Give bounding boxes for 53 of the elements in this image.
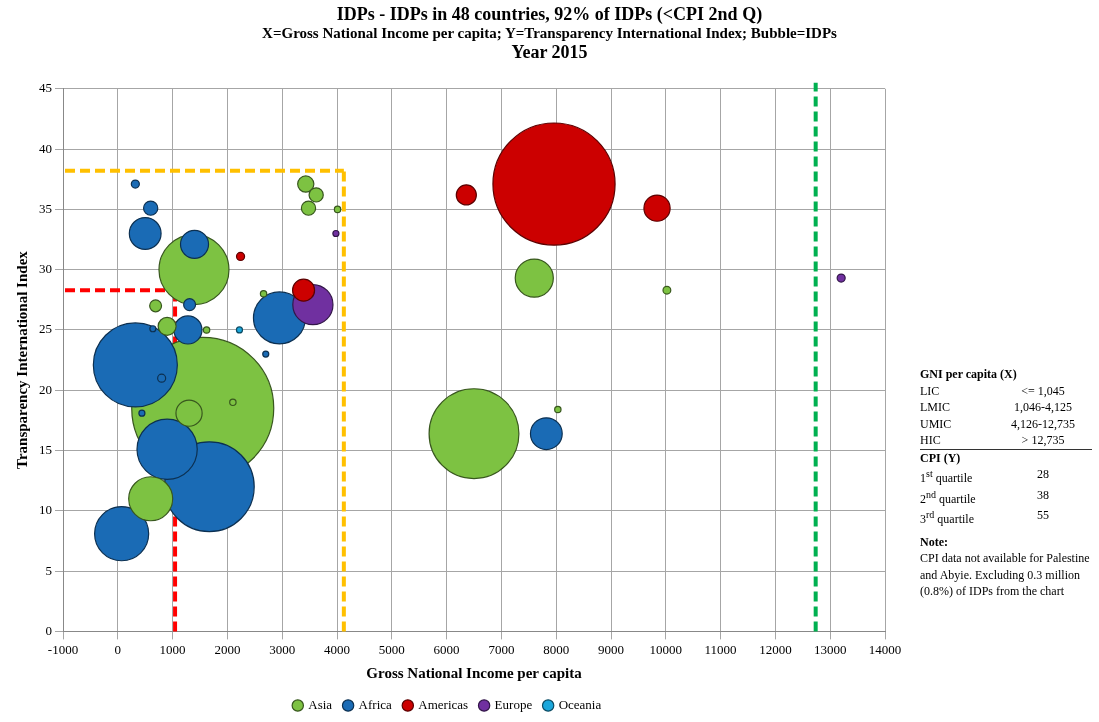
y-axis-title: Transparency International Index <box>13 250 30 470</box>
text: > 12,735 <box>1020 432 1066 449</box>
legend-label: Africa <box>358 696 393 712</box>
x-tick-label: 8000 <box>543 641 570 657</box>
x-tick-label: 1000 <box>159 641 186 657</box>
x-tick-label: 2000 <box>214 641 241 657</box>
x-tick-label: 0 <box>114 641 122 657</box>
text: 2$^{nd}$ quartile <box>920 487 977 507</box>
text: 4,126-12,735 <box>1010 415 1076 432</box>
text: CPI data not available for Palestine and Abyie. Excluding 0.3 million (0.8%) of IDPs from the chart <box>920 550 1091 600</box>
x-tick-label: 11000 <box>704 641 737 657</box>
x-tick-label: 10000 <box>649 641 683 657</box>
x-tick-label: 7000 <box>488 641 515 657</box>
text: 38 <box>1036 486 1050 504</box>
x-tick-label: -1000 <box>47 641 79 657</box>
x-tick-label: 4000 <box>324 641 350 657</box>
y-tick-label: 10 <box>39 502 52 518</box>
y-tick-label: 5 <box>45 562 52 578</box>
chart-subtitle: X=Gross National Income per capita; Y=Transparency International Index; Bubble=IDPs Year 2015 <box>261 24 838 62</box>
x-tick-label: 6000 <box>433 641 460 657</box>
text: 28 <box>1036 466 1050 483</box>
y-tick-label: 15 <box>39 441 52 457</box>
text: Note: <box>920 533 948 550</box>
y-tick-label: 40 <box>39 140 52 156</box>
text: LMIC <box>920 399 951 416</box>
y-tick-label: 25 <box>39 321 52 337</box>
legend-label: Europe <box>494 696 533 712</box>
y-tick-label: 30 <box>39 261 52 277</box>
text: UMIC <box>920 415 953 432</box>
y-tick-label: 20 <box>39 381 52 397</box>
legend-label: Asia <box>308 696 333 712</box>
text: 3$^{rd}$ quartile <box>920 508 975 528</box>
text: 1$^{st}$ quartile <box>920 467 974 487</box>
x-tick-label: 9000 <box>598 641 624 657</box>
x-axis-title: Gross National Income per capita <box>366 664 583 681</box>
text: 1,046-4,125 <box>1013 399 1073 416</box>
chart-title: IDPs - IDPs in 48 countries, 92% of IDPs (<CPI 2nd Q) <box>335 4 764 24</box>
x-tick-label: 12000 <box>759 641 792 657</box>
y-tick-label: 0 <box>45 622 52 638</box>
text: HIC <box>920 432 942 449</box>
x-tick-label: 3000 <box>269 641 296 657</box>
text: CPI (Y) <box>920 449 961 466</box>
text: <= 1,045 <box>1020 382 1066 399</box>
legend-label: Oceania <box>558 696 602 712</box>
text: 55 <box>1036 507 1050 524</box>
legend-label: Americas <box>418 696 469 712</box>
x-tick-label: 5000 <box>378 641 405 657</box>
x-tick-label: 14000 <box>868 641 902 657</box>
text: LIC <box>920 382 941 399</box>
text: GNI per capita (X) <box>920 366 1017 383</box>
y-tick-label: 35 <box>39 200 52 216</box>
y-tick-label: 45 <box>39 80 52 96</box>
x-tick-label: 13000 <box>813 641 847 657</box>
